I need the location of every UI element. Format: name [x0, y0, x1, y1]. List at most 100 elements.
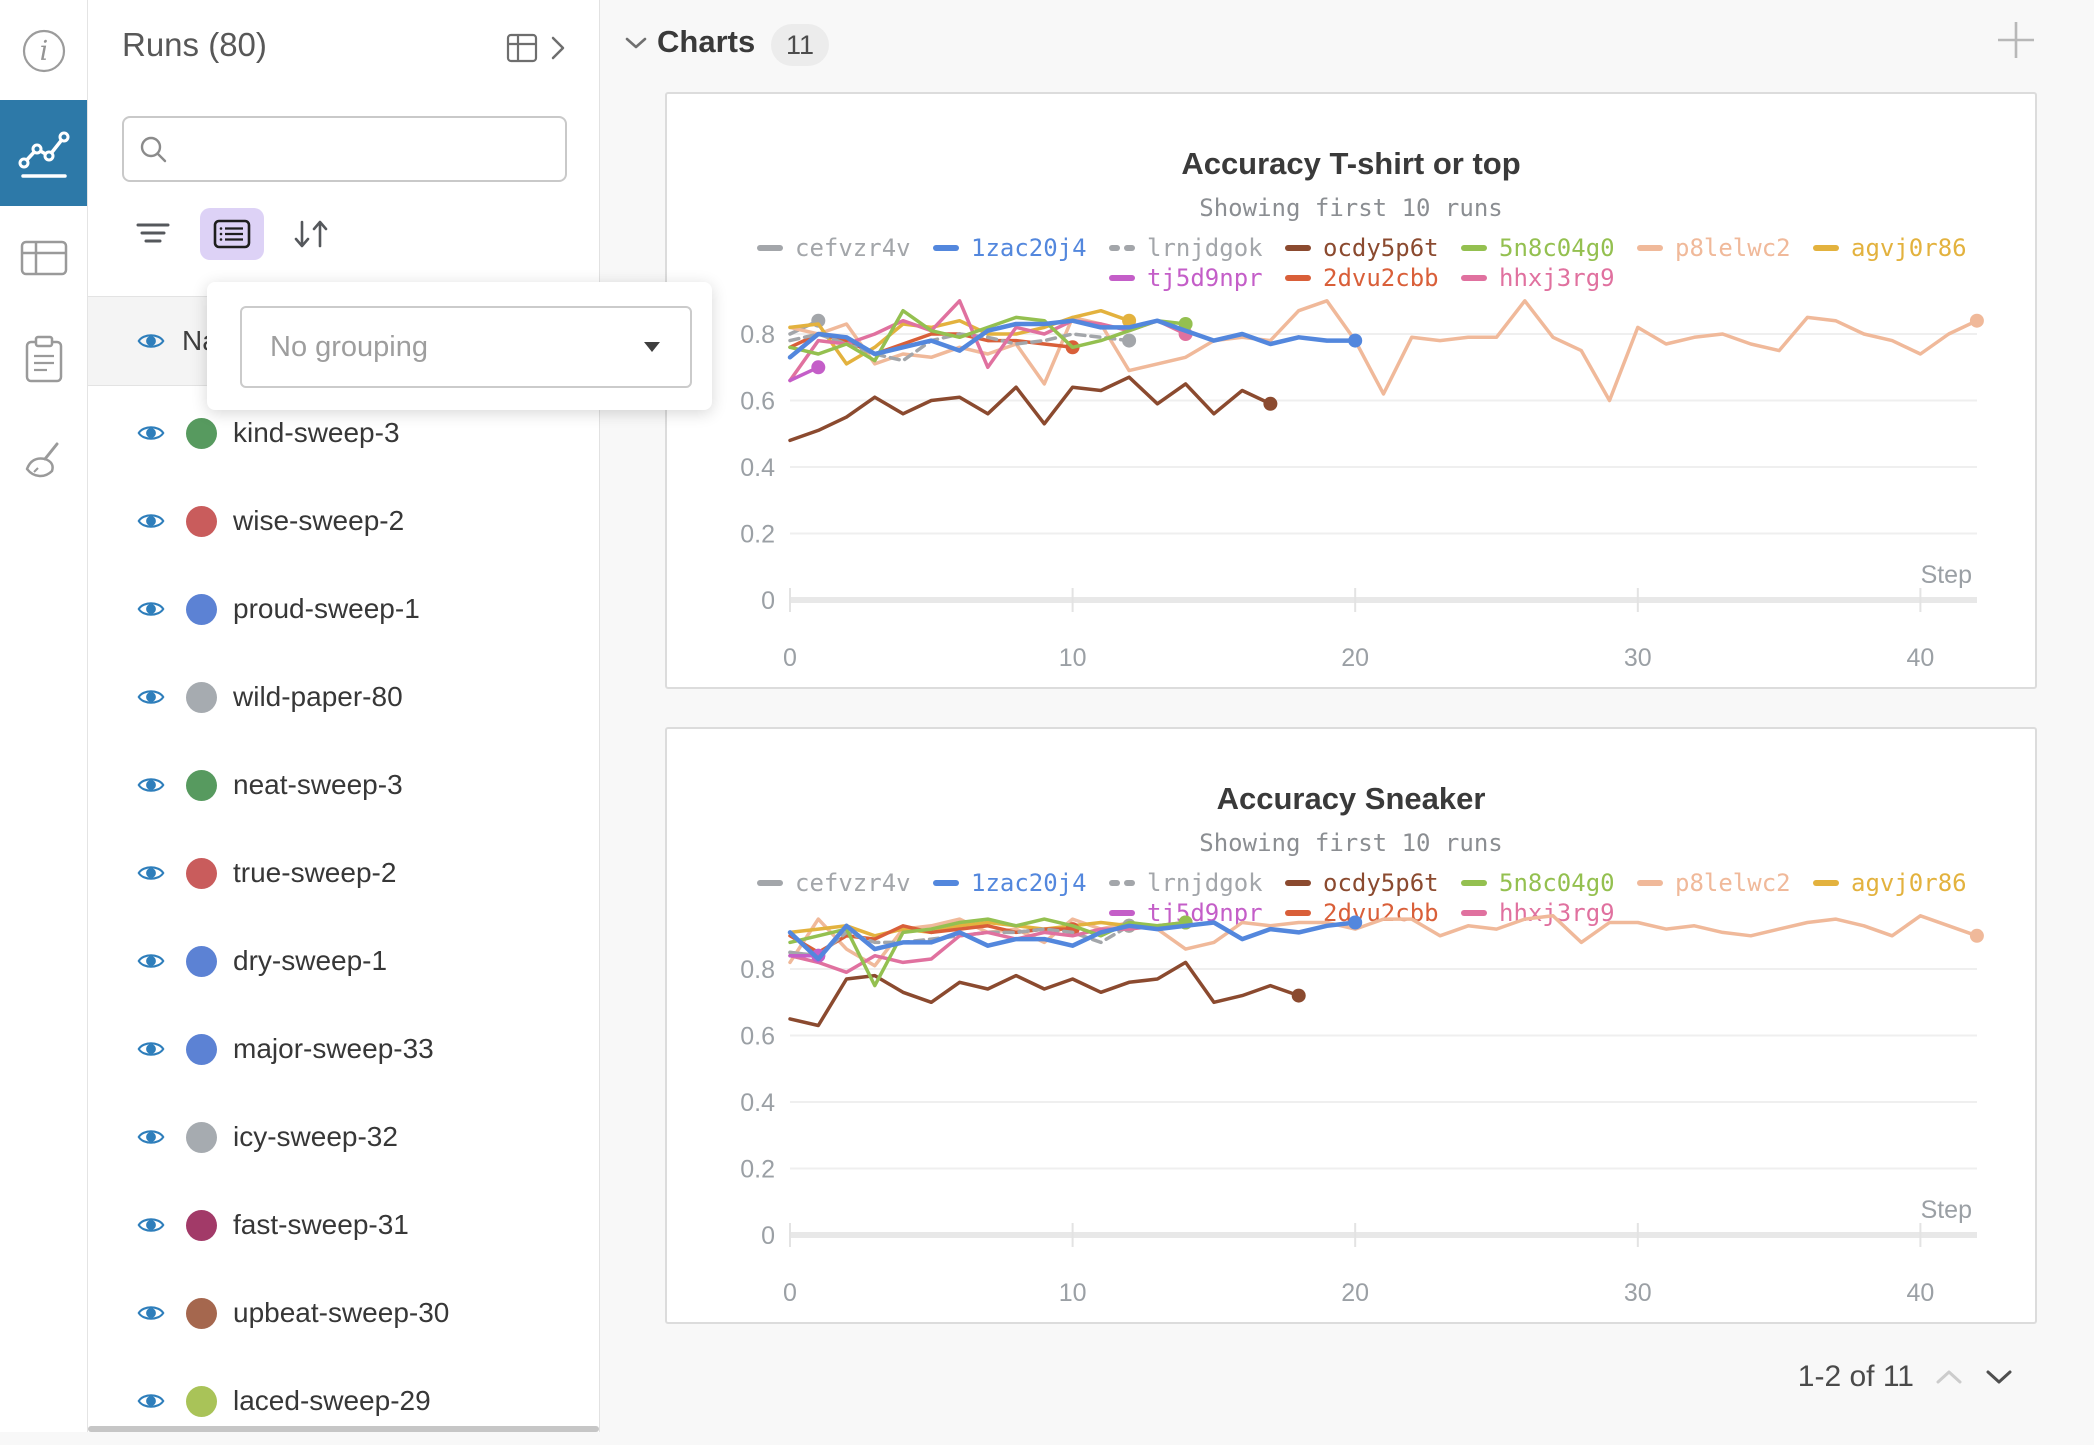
group-button[interactable]: [200, 208, 264, 260]
visibility-eye-icon[interactable]: [132, 859, 170, 887]
runs-panel-title: Runs (80): [122, 26, 267, 63]
run-color-dot: [186, 681, 217, 713]
run-name[interactable]: kind-sweep-3: [233, 417, 400, 448]
run-name[interactable]: neat-sweep-3: [233, 769, 403, 800]
legend-run-id: 1zac20j4: [971, 869, 1087, 897]
visibility-eye-icon[interactable]: [132, 1123, 170, 1151]
visibility-eye-icon[interactable]: [132, 1035, 170, 1063]
run-row[interactable]: true-sweep-2: [88, 829, 599, 917]
info-icon[interactable]: i: [0, 28, 87, 74]
run-name[interactable]: icy-sweep-32: [233, 1121, 398, 1152]
collapse-charts-icon[interactable]: [625, 36, 647, 55]
run-name[interactable]: major-sweep-33: [233, 1033, 434, 1064]
run-row[interactable]: laced-sweep-29: [88, 1357, 599, 1445]
run-name[interactable]: upbeat-sweep-30: [233, 1297, 450, 1328]
runs-horizontal-scrollbar[interactable]: [88, 1426, 599, 1432]
svg-text:30: 30: [1624, 1279, 1652, 1307]
expand-runs-table-button[interactable]: [505, 30, 571, 69]
legend-swatch: [1109, 275, 1135, 281]
sort-button[interactable]: [286, 208, 336, 260]
legend-item[interactable]: 2dvu2cbb: [1285, 264, 1461, 292]
legend-swatch: [1461, 245, 1487, 251]
group-list-icon: [213, 219, 251, 249]
page-down-icon[interactable]: [1984, 1368, 2014, 1386]
visibility-eye-icon[interactable]: [132, 327, 170, 355]
chart-plot-area[interactable]: 0 0.2 0.4 0.6 0.8 0 10 20 30 40 Step: [667, 729, 2039, 1326]
legend-item[interactable]: lrnjdgok: [1109, 234, 1285, 262]
legend-item[interactable]: cefvzr4v: [757, 869, 933, 897]
run-row[interactable]: proud-sweep-1: [88, 565, 599, 653]
legend-item[interactable]: ocdy5p6t: [1285, 869, 1461, 897]
run-name[interactable]: true-sweep-2: [233, 857, 397, 888]
run-row[interactable]: neat-sweep-3: [88, 741, 599, 829]
legend-swatch: [1813, 880, 1839, 886]
svg-text:0.4: 0.4: [740, 1089, 775, 1117]
svg-text:0.2: 0.2: [740, 1156, 775, 1184]
visibility-eye-icon[interactable]: [132, 507, 170, 535]
legend-item[interactable]: ocdy5p6t: [1285, 234, 1461, 262]
run-name[interactable]: fast-sweep-31: [233, 1209, 409, 1240]
run-name[interactable]: dry-sweep-1: [233, 945, 388, 976]
visibility-eye-icon[interactable]: [132, 1387, 170, 1415]
run-search[interactable]: [122, 116, 567, 182]
series-endpoint-ocdy5p6t: [1263, 396, 1278, 411]
run-color-dot: [186, 1033, 217, 1065]
run-name[interactable]: wild-paper-80: [233, 681, 403, 712]
run-name[interactable]: laced-sweep-29: [233, 1385, 431, 1416]
legend-item[interactable]: 1zac20j4: [933, 869, 1109, 897]
run-row[interactable]: major-sweep-33: [88, 1005, 599, 1093]
run-row[interactable]: icy-sweep-32: [88, 1093, 599, 1181]
chart-plot-area[interactable]: 0 0.2 0.4 0.6 0.8 0 10 20 30 40 Step: [667, 94, 2039, 691]
grouping-select[interactable]: No grouping: [240, 306, 692, 388]
add-panel-button[interactable]: [1994, 18, 2038, 65]
visibility-eye-icon[interactable]: [132, 1299, 170, 1327]
run-row[interactable]: wild-paper-80: [88, 653, 599, 741]
legend-swatch: [1285, 245, 1311, 251]
legend-item[interactable]: agvj0r86: [1813, 234, 1989, 262]
legend-run-id: 2dvu2cbb: [1323, 264, 1439, 292]
run-row[interactable]: wise-sweep-2: [88, 477, 599, 565]
run-name[interactable]: wise-sweep-2: [233, 505, 405, 536]
svg-text:0: 0: [783, 1279, 797, 1307]
svg-text:i: i: [39, 36, 48, 67]
legend-item[interactable]: agvj0r86: [1813, 869, 1989, 897]
legend-run-id: hhxj3rg9: [1499, 264, 1615, 292]
run-color-dot: [186, 857, 217, 889]
legend-item[interactable]: tj5d9npr: [1109, 264, 1285, 292]
table-icon[interactable]: [0, 238, 87, 278]
run-search-input[interactable]: [180, 132, 565, 166]
run-name[interactable]: proud-sweep-1: [233, 593, 420, 624]
run-row[interactable]: dry-sweep-1: [88, 917, 599, 1005]
legend-swatch: [1285, 910, 1311, 916]
visibility-eye-icon[interactable]: [132, 595, 170, 623]
legend-item[interactable]: 1zac20j4: [933, 234, 1109, 262]
chart-legend-row: cefvzr4v 1zac20j4 lrnjdgok ocdy5p6t 5n8c04g0…: [667, 869, 1989, 897]
legend-item[interactable]: p8lelwc2: [1637, 234, 1813, 262]
visibility-eye-icon[interactable]: [132, 419, 170, 447]
series-line-5n8c04g0: [788, 308, 1188, 363]
section-title[interactable]: Charts: [657, 24, 756, 59]
legend-item[interactable]: p8lelwc2: [1637, 869, 1813, 897]
legend-item[interactable]: 5n8c04g0: [1461, 234, 1637, 262]
chart-title: Accuracy T-shirt or top: [1181, 146, 1521, 181]
legend-item[interactable]: lrnjdgok: [1109, 869, 1285, 897]
visibility-eye-icon[interactable]: [132, 771, 170, 799]
run-row[interactable]: upbeat-sweep-30: [88, 1269, 599, 1357]
chart-panel[interactable]: Accuracy Sneaker Showing first 10 runs cef…: [665, 727, 2037, 1324]
visibility-eye-icon[interactable]: [132, 1211, 170, 1239]
visibility-eye-icon[interactable]: [132, 947, 170, 975]
legend-item[interactable]: hhxj3rg9: [1461, 264, 1637, 292]
sweep-broom-icon[interactable]: [0, 438, 87, 490]
notes-icon[interactable]: [0, 334, 87, 386]
legend-item[interactable]: cefvzr4v: [757, 234, 933, 262]
visibility-eye-icon[interactable]: [132, 683, 170, 711]
chart-legend-row: tj5d9npr 2dvu2cbb hhxj3rg9: [667, 264, 1637, 292]
page-up-icon[interactable]: [1934, 1368, 1964, 1386]
run-row[interactable]: fast-sweep-31: [88, 1181, 599, 1269]
filter-button[interactable]: [128, 208, 178, 260]
chart-panel[interactable]: Accuracy T-shirt or top Showing first 10 …: [665, 92, 2037, 689]
run-row[interactable]: kind-sweep-3: [88, 389, 599, 477]
legend-item[interactable]: 5n8c04g0: [1461, 869, 1637, 897]
panels-chart-icon[interactable]: [0, 100, 87, 206]
run-color-dot: [186, 769, 217, 801]
